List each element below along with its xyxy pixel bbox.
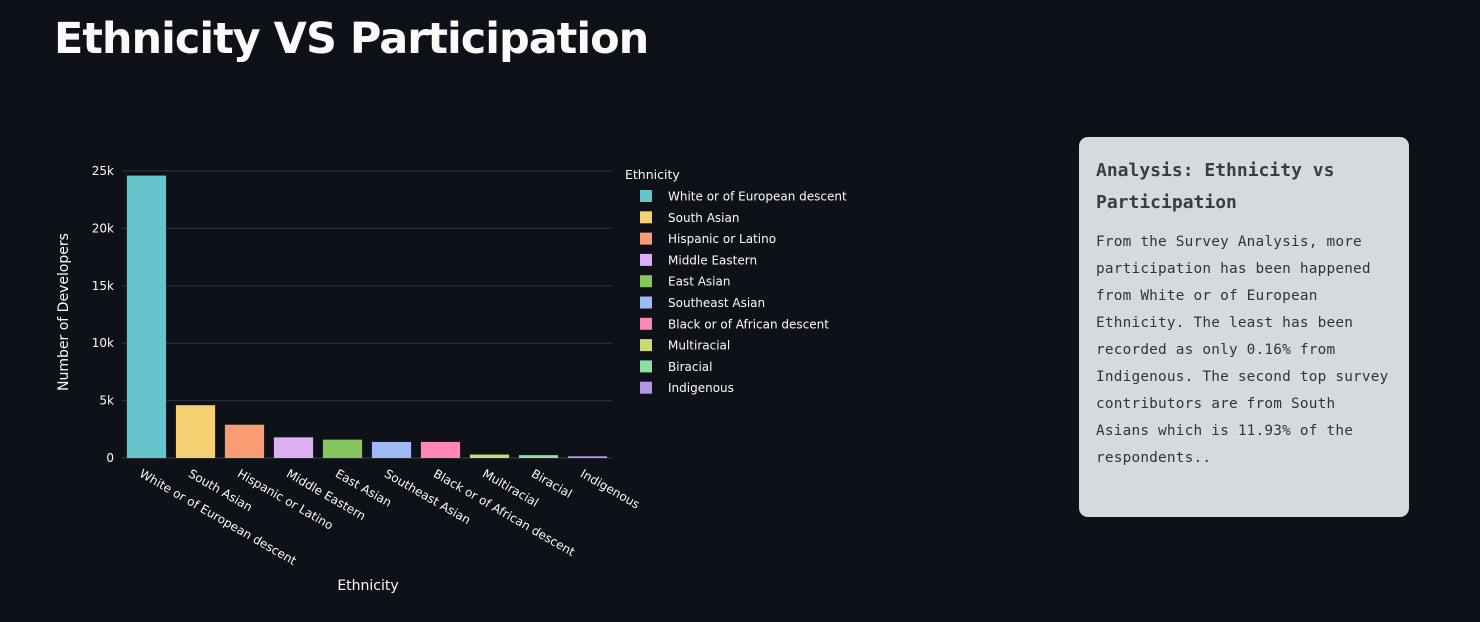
bar[interactable] <box>224 424 265 458</box>
bar[interactable] <box>518 455 559 458</box>
legend-swatch <box>640 339 652 352</box>
legend-item[interactable]: East Asian <box>640 275 730 289</box>
legend-item[interactable]: White or of European descent <box>640 190 847 204</box>
page-title: Ethnicity VS Participation <box>54 14 649 64</box>
legend-label: Middle Eastern <box>668 253 757 267</box>
bar[interactable] <box>420 441 461 458</box>
x-tick-label: Indigenous <box>578 466 642 511</box>
legend-item[interactable]: Middle Eastern <box>640 253 757 267</box>
legend-label: South Asian <box>668 211 739 225</box>
chart-bars <box>126 175 608 459</box>
legend-swatch <box>640 190 652 202</box>
analysis-card: Analysis: Ethnicity vs Participation Fro… <box>1079 137 1409 517</box>
legend-swatch <box>640 211 652 224</box>
legend-item[interactable]: Southeast Asian <box>640 296 765 310</box>
legend-title: Ethnicity <box>625 167 680 182</box>
analysis-body: From the Survey Analysis, more participa… <box>1096 234 1389 466</box>
y-tick-label: 5k <box>99 394 114 408</box>
legend-label: Biracial <box>668 360 712 374</box>
legend-swatch <box>640 232 652 245</box>
bar[interactable] <box>126 175 167 459</box>
legend-label: Southeast Asian <box>668 296 765 310</box>
legend-swatch <box>640 296 652 309</box>
legend-swatch <box>640 275 652 288</box>
legend-swatch <box>640 381 652 394</box>
legend-item[interactable]: South Asian <box>640 211 739 225</box>
bar[interactable] <box>469 454 510 458</box>
y-tick-label: 0 <box>106 451 114 465</box>
legend-item[interactable]: Black or of African descent <box>640 317 829 331</box>
bar[interactable] <box>567 456 608 458</box>
legend-item[interactable]: Multiracial <box>640 339 730 353</box>
legend-swatch <box>640 360 652 373</box>
legend-label: Indigenous <box>668 381 734 395</box>
y-tick-label: 20k <box>92 221 114 235</box>
legend-label: Hispanic or Latino <box>668 232 776 246</box>
legend-item[interactable]: Indigenous <box>640 381 734 395</box>
chart-legend[interactable]: Ethnicity White or of European descent So… <box>625 167 847 395</box>
bar[interactable] <box>175 405 216 458</box>
y-tick-label: 25k <box>92 164 114 178</box>
legend-item[interactable]: Biracial <box>640 360 712 374</box>
legend-swatch <box>640 253 652 266</box>
legend-label: East Asian <box>668 275 730 289</box>
y-tick-label: 15k <box>92 279 114 293</box>
legend-label: Black or of African descent <box>668 317 829 331</box>
bar[interactable] <box>371 441 412 458</box>
bar[interactable] <box>273 437 314 458</box>
legend-swatch <box>640 317 652 330</box>
x-tick-label: Southeast Asian <box>382 466 473 527</box>
legend-label: White or of European descent <box>668 190 847 204</box>
bar[interactable] <box>322 439 363 458</box>
x-axis-label: Ethnicity <box>337 578 398 594</box>
y-tick-label: 10k <box>92 336 114 350</box>
legend-item[interactable]: Hispanic or Latino <box>640 232 776 246</box>
y-axis-label: Number of Developers <box>56 233 72 391</box>
legend-label: Multiracial <box>668 339 730 353</box>
y-tick-labels: 0 5k 10k 15k 20k 25k <box>92 164 114 465</box>
ethnicity-bar-chart: 0 5k 10k 15k 20k 25k White or of European des… <box>56 164 847 594</box>
analysis-title: Analysis: Ethnicity vs Participation <box>1096 160 1335 213</box>
